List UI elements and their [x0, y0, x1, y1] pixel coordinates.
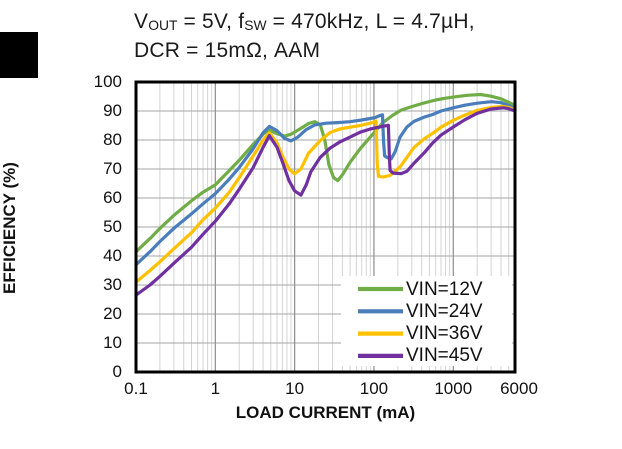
- page-corner-marker: [0, 32, 38, 78]
- x-tick-label: 100: [359, 379, 389, 398]
- series-line-vin-12v: [134, 92, 517, 254]
- y-tick-label: 0: [112, 362, 122, 381]
- y-tick-label: 60: [103, 188, 122, 207]
- y-tick-label: 20: [103, 304, 122, 323]
- y-tick-label: 10: [103, 333, 122, 352]
- series-line-vin-36v: [134, 104, 517, 284]
- y-tick-label: 80: [103, 130, 122, 149]
- chart-title: VOUT = 5V, fSW = 470kHz, L = 4.7µH, DCR …: [134, 8, 604, 64]
- y-tick-label: 40: [103, 246, 122, 265]
- x-axis-title: LOAD CURRENT (mA): [235, 403, 416, 422]
- x-tick-label: 1000: [434, 379, 473, 398]
- series-line-vin-45v: [134, 106, 517, 297]
- title-text: = 5V, f: [177, 10, 245, 33]
- y-tick-label: 70: [103, 159, 122, 178]
- y-tick-label: 50: [103, 217, 122, 236]
- series-line-vin-24v: [134, 100, 517, 267]
- y-tick-label: 30: [103, 275, 122, 294]
- legend-label: VIN=12V: [406, 278, 483, 300]
- title-text: V: [134, 10, 149, 33]
- legend-label: VIN=45V: [406, 345, 483, 367]
- x-tick-label: 0.1: [124, 379, 148, 398]
- y-tick-label: 100: [93, 72, 122, 91]
- x-tick-label: 6000: [500, 379, 538, 398]
- x-tick-label: 10: [285, 379, 305, 398]
- title-subscript: SW: [244, 16, 267, 33]
- legend-label: VIN=36V: [406, 323, 483, 345]
- y-tick-label: 90: [103, 101, 122, 120]
- x-tick-label: 1: [210, 379, 221, 398]
- title-text: = 470kHz, L = 4.7µH,: [266, 10, 475, 33]
- chart-title-line-1: VOUT = 5V, fSW = 470kHz, L = 4.7µH,: [134, 8, 604, 37]
- legend-label: VIN=24V: [406, 300, 483, 322]
- plot-border: [134, 80, 517, 374]
- title-subscript: OUT: [148, 16, 178, 33]
- chart-title-line-2: DCR = 15mΩ, AAM: [134, 39, 321, 62]
